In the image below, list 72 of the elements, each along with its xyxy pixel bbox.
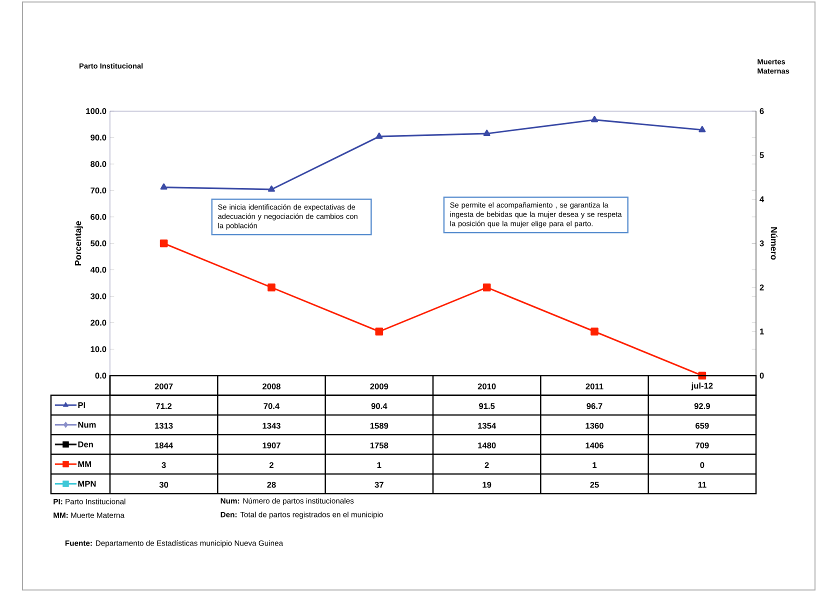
point: [590, 328, 598, 336]
text: 659: [696, 422, 709, 429]
x-tick-label: jul-12: [691, 382, 713, 390]
text: 1354: [478, 422, 496, 429]
point: [482, 284, 491, 292]
point: [268, 186, 275, 192]
text: 1406: [586, 442, 604, 448]
data-label: 2: [269, 462, 274, 468]
data-label: 96.7: [586, 403, 602, 410]
data-label: 1: [592, 462, 597, 468]
data-label: 92.9: [694, 403, 710, 410]
text: 30: [159, 482, 168, 488]
point: [591, 116, 598, 122]
text: 1360: [586, 422, 604, 429]
text: 19: [482, 482, 492, 488]
data-label: 70.4: [264, 403, 280, 410]
legend-label: Num: [78, 422, 96, 428]
data-label: 0: [700, 462, 704, 468]
point: [160, 183, 168, 190]
y-tick-label: 80.0: [90, 161, 106, 167]
x-tick-label: 2008: [262, 384, 280, 390]
y-tick-label: 0.0: [95, 372, 106, 379]
point: [268, 284, 276, 292]
text: 1480: [478, 442, 496, 448]
text: 28: [267, 482, 276, 488]
point: [376, 132, 383, 139]
y-tick-label: 40.0: [90, 266, 106, 273]
y-tick-label: 50.0: [90, 240, 106, 246]
legend-label: MPN: [78, 480, 96, 487]
y2-tick-label: 4: [760, 196, 764, 202]
y2-tick-label: 6: [760, 108, 764, 114]
y-tick-label: 70.0: [90, 188, 106, 194]
y2-tick-label: 2: [760, 284, 764, 290]
text: 709: [696, 442, 709, 448]
x-tick-label: 2007: [154, 384, 173, 390]
legend-label: PI: [78, 402, 86, 408]
point: [698, 126, 706, 132]
y2-axis-title: Número: [770, 227, 778, 260]
text: 1844: [155, 442, 174, 448]
data-label: 3: [162, 462, 166, 468]
x-tick-label: 2010: [478, 384, 496, 390]
point: [375, 328, 384, 336]
legend-label: MM: [78, 461, 92, 467]
text: 11: [698, 482, 706, 488]
y-tick-label: 30.0: [90, 293, 106, 300]
data-label: 1: [377, 462, 382, 468]
x-tick-label: 2009: [370, 384, 388, 390]
text: 1907: [262, 442, 280, 448]
text: 1343: [262, 422, 280, 429]
data-label: 90.4: [371, 403, 388, 410]
x-tick-label: 2011: [586, 384, 604, 390]
data-label: 2: [484, 462, 489, 468]
y-tick-label: 20.0: [90, 320, 106, 326]
text: 1589: [370, 422, 388, 429]
data-label: 71.2: [156, 403, 172, 410]
text: 1313: [155, 422, 173, 429]
point: [483, 130, 490, 136]
y-tick-label: 100.0: [86, 108, 106, 114]
y2-tick-label: 3: [760, 240, 764, 246]
y2-tick-label: 5: [760, 152, 764, 158]
text: 1758: [370, 442, 388, 448]
point: [160, 239, 168, 248]
y2-tick-label: 1: [760, 328, 764, 334]
y2-tick-label: 0: [760, 372, 764, 379]
text: 25: [590, 482, 599, 488]
y-axis-title: Porcentaje: [74, 221, 83, 266]
text: 37: [374, 482, 384, 488]
legend-label: Den: [78, 442, 93, 448]
y-tick-label: 90.0: [90, 134, 106, 141]
data-label: 91.5: [479, 403, 495, 410]
y-tick-label: 60.0: [90, 214, 106, 220]
y-tick-label: 10.0: [90, 346, 106, 352]
